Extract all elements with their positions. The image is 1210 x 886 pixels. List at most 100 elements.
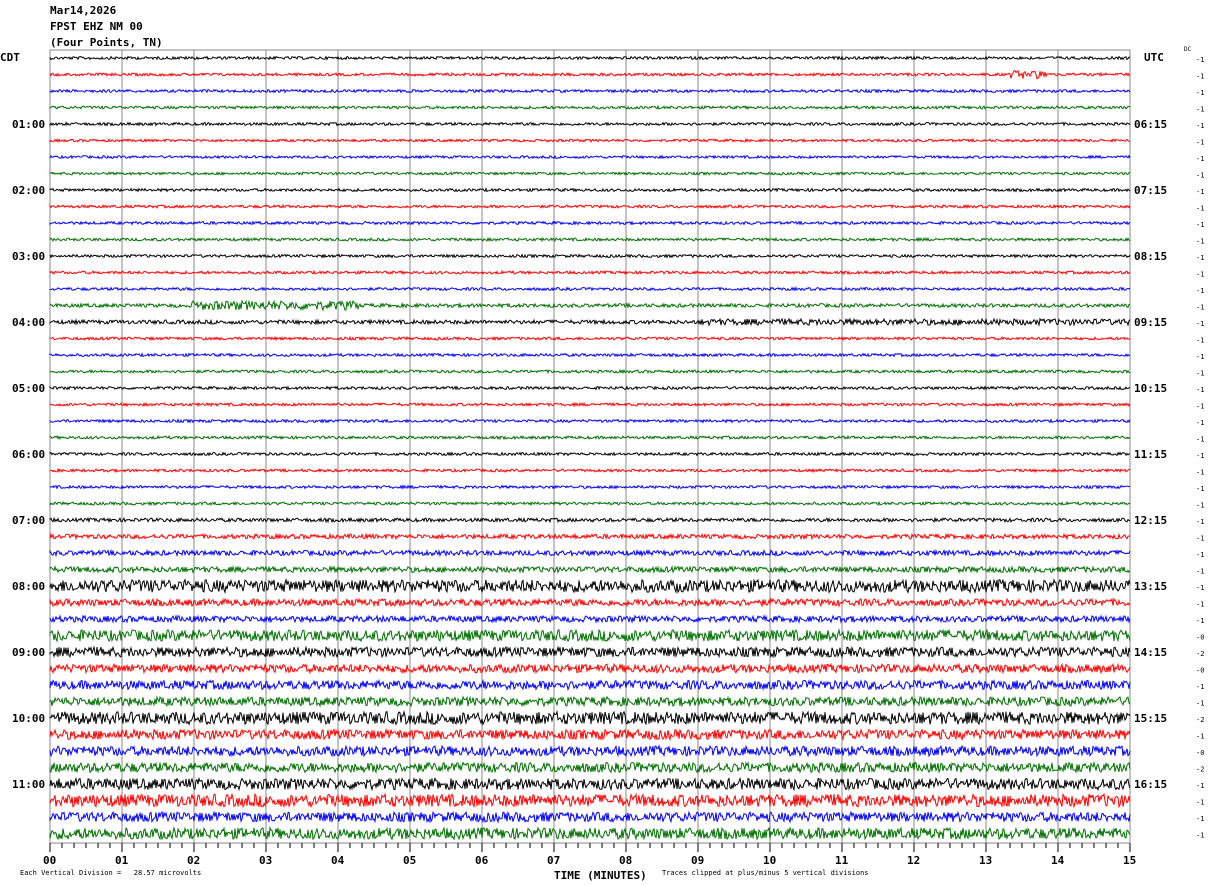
x-axis-title: TIME (MINUTES) bbox=[554, 869, 647, 882]
trace-row bbox=[49, 368, 1130, 375]
trace-row bbox=[49, 500, 1131, 507]
x-tick-label: 09 bbox=[691, 854, 704, 867]
dc-offset-label: -1 bbox=[1196, 832, 1204, 840]
dc-offset-label: -1 bbox=[1196, 799, 1204, 807]
dc-offset-label: -1 bbox=[1196, 56, 1204, 64]
dc-offset-label: -1 bbox=[1196, 568, 1204, 576]
dc-offset-label: -1 bbox=[1196, 436, 1204, 444]
dc-offset-label: -1 bbox=[1196, 733, 1204, 741]
dc-offset-label: -1 bbox=[1196, 122, 1204, 130]
dc-offset-label: -1 bbox=[1196, 353, 1204, 361]
trace-row bbox=[49, 154, 1131, 160]
dc-offset-label: -2 bbox=[1196, 716, 1204, 724]
dc-offset-label: -1 bbox=[1196, 551, 1204, 559]
dc-offset-label: -1 bbox=[1196, 89, 1204, 97]
dc-offset-label: -1 bbox=[1196, 386, 1204, 394]
trace-row bbox=[49, 171, 1131, 176]
x-tick-label: 00 bbox=[43, 854, 56, 867]
utc-hour-label: 15:15 bbox=[1134, 712, 1167, 725]
trace-row bbox=[49, 385, 1131, 391]
dc-offset-label: -1 bbox=[1196, 370, 1204, 378]
cdt-hour-label: 06:00 bbox=[12, 448, 45, 461]
cdt-hour-label: 04:00 bbox=[12, 316, 45, 329]
trace-row bbox=[49, 810, 1131, 824]
dc-offset-label: -0 bbox=[1196, 749, 1204, 757]
dc-offset-label: -1 bbox=[1196, 320, 1204, 328]
x-tick-label: 08 bbox=[619, 854, 632, 867]
clip-note: Traces clipped at plus/minus 5 vertical … bbox=[662, 869, 869, 877]
x-tick-label: 07 bbox=[547, 854, 560, 867]
dc-offset-label: -0 bbox=[1196, 634, 1204, 642]
trace-row bbox=[49, 760, 1131, 775]
cdt-hour-label: 08:00 bbox=[12, 580, 45, 593]
trace-row bbox=[49, 203, 1131, 210]
dc-offset-label: -1 bbox=[1196, 452, 1204, 460]
utc-hour-label: 10:15 bbox=[1134, 382, 1167, 395]
trace-row bbox=[49, 88, 1131, 94]
date-label: Mar14,2026 bbox=[50, 4, 117, 17]
trace-row bbox=[49, 451, 1131, 457]
trace-row bbox=[49, 628, 1131, 643]
trace-row bbox=[49, 401, 1131, 408]
plot-frame bbox=[49, 49, 1131, 844]
dc-offset-label: -1 bbox=[1196, 518, 1204, 526]
trace-row bbox=[49, 253, 1131, 259]
x-tick-label: 06 bbox=[475, 854, 489, 867]
trace-row bbox=[49, 335, 1131, 342]
trace-row bbox=[49, 516, 1131, 524]
trace-row bbox=[49, 564, 1131, 575]
cdt-axis-title: CDT bbox=[0, 51, 20, 64]
x-tick-label: 02 bbox=[187, 854, 200, 867]
station-label: FPST EHZ NM 00 bbox=[50, 20, 143, 33]
dc-offset-label: -1 bbox=[1196, 304, 1204, 312]
cdt-hour-label: 10:00 bbox=[12, 712, 45, 725]
dc-offset-label: -1 bbox=[1196, 485, 1204, 493]
dc-offset-label: -0 bbox=[1196, 667, 1204, 675]
dc-offset-label: -1 bbox=[1196, 205, 1204, 213]
cdt-hour-label: 03:00 bbox=[12, 250, 45, 263]
cdt-hour-label: 11:00 bbox=[12, 778, 45, 791]
dc-offset-label: -1 bbox=[1196, 287, 1204, 295]
trace-row bbox=[49, 418, 1131, 424]
utc-hour-label: 07:15 bbox=[1134, 184, 1167, 197]
trace-row bbox=[49, 434, 1131, 441]
dc-offset-label: -2 bbox=[1196, 650, 1204, 658]
utc-hour-label: 06:15 bbox=[1134, 118, 1167, 131]
dc-offset-label: -1 bbox=[1196, 700, 1204, 708]
trace-row bbox=[49, 645, 1131, 659]
trace-row bbox=[49, 317, 1131, 327]
trace-row bbox=[49, 236, 1131, 243]
trace-row bbox=[49, 613, 1131, 624]
trace-row bbox=[49, 187, 1131, 193]
trace-row bbox=[49, 744, 1131, 758]
trace-row bbox=[49, 695, 1131, 708]
trace-row bbox=[49, 826, 1131, 841]
utc-hour-label: 14:15 bbox=[1134, 646, 1167, 659]
dc-offset-label: -1 bbox=[1196, 584, 1204, 592]
dc-offset-label: -1 bbox=[1196, 271, 1204, 279]
dc-offset-label: -1 bbox=[1196, 73, 1204, 81]
trace-row bbox=[49, 678, 1131, 692]
dc-offset-label: -1 bbox=[1196, 502, 1204, 510]
x-tick-label: 12 bbox=[907, 854, 920, 867]
cdt-hour-label: 07:00 bbox=[12, 514, 45, 527]
trace-row bbox=[49, 548, 1131, 558]
x-tick-label: 01 bbox=[115, 854, 129, 867]
x-tick-label: 10 bbox=[763, 854, 776, 867]
trace-row bbox=[49, 484, 1131, 490]
x-tick-label: 14 bbox=[1051, 854, 1065, 867]
dc-offset-label: -1 bbox=[1196, 601, 1204, 609]
trace-row bbox=[49, 121, 1131, 127]
dc-offset-label: -1 bbox=[1196, 815, 1204, 823]
cdt-hour-label: 09:00 bbox=[12, 646, 45, 659]
utc-axis-title: UTC bbox=[1144, 51, 1164, 64]
location-label: (Four Points, TN) bbox=[50, 36, 163, 49]
dc-offset-label: -1 bbox=[1196, 337, 1204, 345]
dc-label: DC bbox=[1184, 46, 1192, 53]
dc-offset-label: -1 bbox=[1196, 683, 1204, 691]
dc-offset-label: -1 bbox=[1196, 172, 1204, 180]
x-tick-label: 15 bbox=[1123, 854, 1136, 867]
x-tick-label: 11 bbox=[835, 854, 849, 867]
trace-row bbox=[49, 792, 1131, 809]
